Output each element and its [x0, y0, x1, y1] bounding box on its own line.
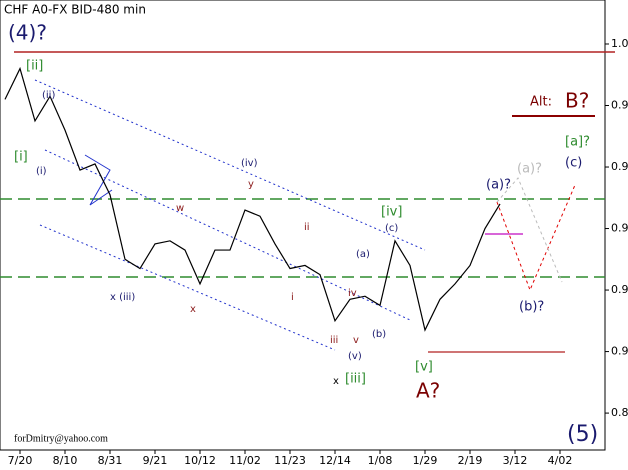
wave-label: iii [330, 335, 338, 346]
wave-label: x [190, 304, 196, 315]
wave-label: [iii] [345, 372, 366, 387]
wave-label: x (iii) [110, 292, 135, 303]
x-tick-label: 3/12 [503, 454, 528, 467]
wave-label: (c) [565, 156, 582, 171]
wave-label: (i) [36, 166, 47, 177]
wave-label: [iv] [381, 205, 402, 220]
wave-label: Alt: [530, 95, 552, 110]
x-tick-label: 9/21 [143, 454, 168, 467]
x-tick-label: 8/31 [98, 454, 123, 467]
wave-label: (b) [372, 329, 386, 340]
wave-label: ii [304, 222, 310, 233]
wave-label: w [176, 203, 184, 214]
wave-label: (a)? [517, 162, 542, 177]
wave-label: [a]? [565, 135, 590, 150]
x-tick-label: 11/02 [229, 454, 261, 467]
wave-label: x [333, 376, 339, 387]
y-tick-label: 0.92 [611, 283, 628, 296]
x-tick-label: 11/23 [274, 454, 306, 467]
wave-label: (a)? [486, 178, 511, 193]
x-tick-label: 1/29 [413, 454, 438, 467]
channel-line [34, 79, 426, 251]
price-line [4, 66, 501, 332]
x-tick-label: 4/02 [548, 454, 573, 467]
y-tick-label: 0.98 [611, 99, 628, 112]
wave-lines [0, 51, 615, 353]
wave-label: y [248, 179, 254, 190]
y-tick-label: 0.96 [611, 160, 628, 173]
projection-line [496, 177, 563, 283]
x-tick-label: 1/08 [368, 454, 393, 467]
triangle-line [84, 154, 113, 206]
wave-label: (v) [348, 351, 362, 362]
wave-label: A? [416, 379, 440, 403]
chart-title: CHF A0-FX BID-480 min [4, 3, 146, 17]
x-tick-label: 10/12 [184, 454, 216, 467]
x-tick-label: 12/14 [319, 454, 351, 467]
wave-label: (c) [385, 223, 398, 234]
wave-label: [ii] [26, 59, 43, 74]
wave-label: (b)? [519, 300, 544, 315]
x-tick-label: 8/10 [53, 454, 78, 467]
wave-label: i [291, 292, 294, 303]
y-tick-label: 0.88 [611, 406, 628, 419]
x-tick-label: 7/20 [8, 454, 33, 467]
y-tick-label: 0.94 [611, 222, 628, 235]
y-tick-label: 0.90 [611, 345, 628, 358]
wave-label: forDmitry@yahoo.com [14, 433, 108, 444]
wave-label: (4)? [8, 21, 47, 45]
wave-label: v [353, 335, 359, 346]
wave-label: [i] [14, 150, 28, 165]
y-tick-label: 1.0 [611, 37, 628, 50]
plot-frame [0, 0, 606, 451]
channel-line [39, 224, 336, 351]
wave-label: (iv) [241, 158, 258, 169]
wave-label: [v] [415, 360, 433, 375]
channel-line [44, 149, 411, 321]
wave-label: B? [565, 89, 589, 113]
x-tick-label: 2/19 [458, 454, 483, 467]
wave-label: (a) [356, 249, 370, 260]
wave-label: (ii) [42, 90, 55, 101]
projection-line [496, 184, 576, 292]
wave-label: iv [348, 288, 357, 299]
wave-label: (5) [567, 422, 598, 447]
